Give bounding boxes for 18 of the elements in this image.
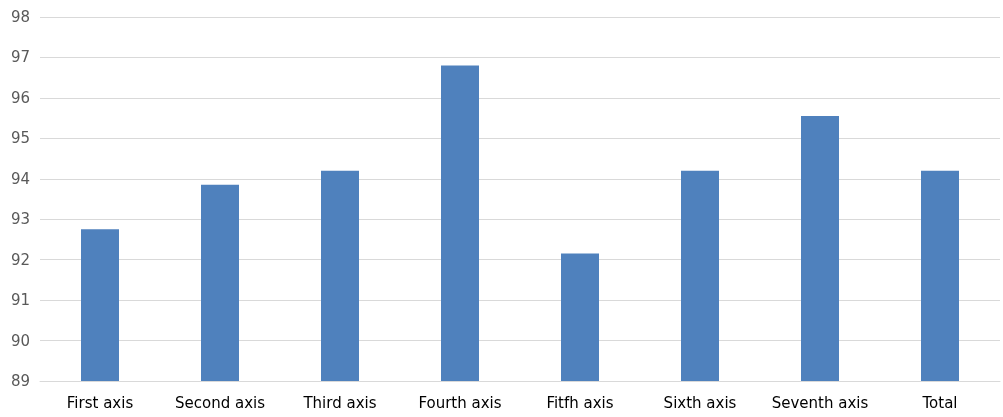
x-tick-label: Fitfh axis (546, 393, 614, 412)
y-tick-label: 89 (10, 372, 30, 390)
y-tick-label: 97 (10, 48, 30, 67)
x-tick-label: Sixth axis (663, 393, 737, 412)
x-tick-label: Fourth axis (418, 393, 502, 412)
x-tick-label: Total (921, 393, 958, 412)
x-tick-label: First axis (66, 393, 134, 412)
x-tick-label: Third axis (302, 393, 377, 412)
y-tick-label: 98 (10, 8, 30, 26)
y-tick-label: 91 (10, 291, 30, 310)
x-tick-label: Second axis (174, 393, 266, 412)
x-tick-label: Seventh axis (771, 393, 869, 412)
y-tick-label: 93 (10, 210, 30, 229)
y-tick-label: 94 (10, 169, 30, 188)
y-tick-label: 92 (10, 250, 30, 269)
y-tick-label: 96 (10, 88, 30, 107)
y-tick-label: 90 (10, 331, 30, 350)
y-tick-label: 95 (10, 129, 30, 148)
